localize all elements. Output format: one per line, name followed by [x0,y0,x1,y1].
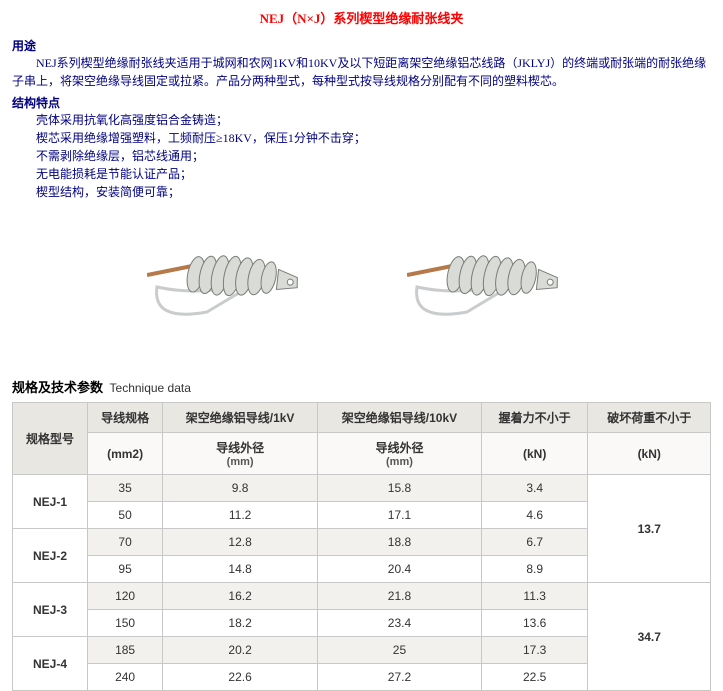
page-title: NEJ（N×J）系列楔型绝缘耐张线夹 [12,8,711,27]
cell-spec: 150 [88,610,163,637]
cell-d1: 11.2 [163,502,318,529]
table-title-en: Technique data [110,381,191,395]
cell-d10: 27.2 [318,664,482,691]
table-row: NEJ-1 35 9.8 15.8 3.4 13.7 [13,475,711,502]
th-dia-10kv: 导线外径 (mm) [318,433,482,475]
cell-break: 34.7 [588,583,711,691]
th-dia-label: 导线外径 [167,439,313,456]
cell-grip: 17.3 [481,637,588,664]
th-spec: 导线规格 [88,403,163,433]
th-grip: 握着力不小于 [481,403,588,433]
th-grip-unit: (kN) [481,433,588,475]
feature-item: 楔芯采用绝缘增强塑料，工频耐压≥18KV，保压1分钟不击穿； [36,129,711,147]
cell-d10: 15.8 [318,475,482,502]
cell-grip: 3.4 [481,475,588,502]
feature-label: 结构特点 [12,94,711,111]
cell-d1: 12.8 [163,529,318,556]
cell-spec: 50 [88,502,163,529]
th-grip-label: 握着力不小于 [486,409,584,426]
cell-spec: 185 [88,637,163,664]
th-break: 破坏荷重不小于 [588,403,711,433]
cell-d1: 22.6 [163,664,318,691]
cell-d10: 17.1 [318,502,482,529]
th-spec-unit: (mm2) [88,433,163,475]
th-dia-unit: (mm) [167,456,313,468]
table-title: 规格及技术参数 Technique data [12,377,711,396]
spec-table: 规格型号 导线规格 架空绝缘铝导线/1kV 架空绝缘铝导线/10kV 握着力不小… [12,402,711,691]
usage-label: 用途 [12,37,711,54]
cell-d1: 16.2 [163,583,318,610]
th-model: 规格型号 [13,403,88,475]
th-break-unit: (kN) [588,433,711,475]
cell-spec: 240 [88,664,163,691]
cell-d10: 20.4 [318,556,482,583]
cell-grip: 8.9 [481,556,588,583]
cell-spec: 70 [88,529,163,556]
cell-break: 13.7 [588,475,711,583]
cell-d10: 23.4 [318,610,482,637]
cell-grip: 6.7 [481,529,588,556]
cell-d10: 25 [318,637,482,664]
clamp-image-left [147,227,317,347]
feature-item: 壳体采用抗氧化高强度铝合金铸造； [36,111,711,129]
cell-spec: 120 [88,583,163,610]
cell-d10: 21.8 [318,583,482,610]
cell-d1: 20.2 [163,637,318,664]
cell-grip: 11.3 [481,583,588,610]
th-dia-label: 导线外径 [322,439,477,456]
th-dia-1kv: 导线外径 (mm) [163,433,318,475]
cell-grip: 4.6 [481,502,588,529]
cell-d10: 18.8 [318,529,482,556]
cell-model: NEJ-2 [13,529,88,583]
cell-d1: 18.2 [163,610,318,637]
table-row: NEJ-3 120 16.2 21.8 11.3 34.7 [13,583,711,610]
cell-d1: 9.8 [163,475,318,502]
feature-item: 不需剥除绝缘层，铝芯线通用； [36,147,711,165]
cell-grip: 13.6 [481,610,588,637]
th-1kv: 架空绝缘铝导线/1kV [163,403,318,433]
feature-list: 壳体采用抗氧化高强度铝合金铸造； 楔芯采用绝缘增强塑料，工频耐压≥18KV，保压… [36,111,711,201]
cell-grip: 22.5 [481,664,588,691]
cell-model: NEJ-1 [13,475,88,529]
feature-item: 楔型结构，安装简便可靠； [36,183,711,201]
product-images [12,227,711,347]
table-title-cn: 规格及技术参数 [12,380,103,395]
clamp-image-right [407,227,577,347]
th-break-label: 破坏荷重不小于 [592,409,706,426]
usage-text: NEJ系列楔型绝缘耐张线夹适用于城网和农网1KV和10KV及以下短距离架空绝缘铝… [12,54,711,90]
cell-d1: 14.8 [163,556,318,583]
th-10kv: 架空绝缘铝导线/10kV [318,403,482,433]
cell-model: NEJ-3 [13,583,88,637]
cell-spec: 95 [88,556,163,583]
th-spec-label: 导线规格 [92,409,158,426]
cell-spec: 35 [88,475,163,502]
th-dia-unit: (mm) [322,456,477,468]
feature-item: 无电能损耗是节能认证产品； [36,165,711,183]
cell-model: NEJ-4 [13,637,88,691]
